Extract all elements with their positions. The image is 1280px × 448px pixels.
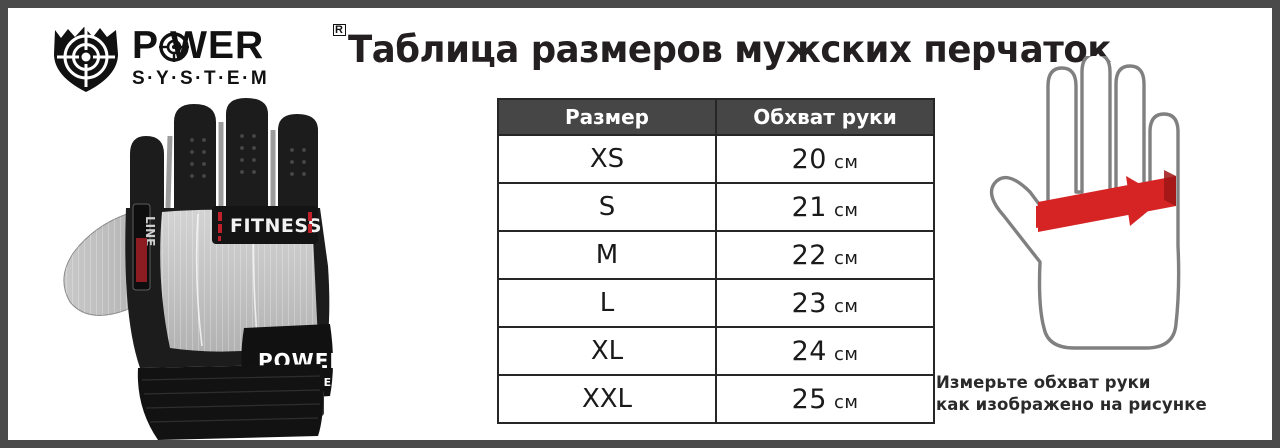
cell-circumference: 23 см [715, 278, 935, 328]
circumference-value: 21 [791, 191, 827, 223]
size-table-body: XS 20 см S 21 см M 22 см L 23 см [497, 134, 935, 424]
cell-size: XL [497, 326, 717, 376]
glove-label-fitness: FITNESS [230, 215, 322, 237]
circumference-value: 23 [791, 287, 827, 319]
caption-line-2: как изображено на рисунке [936, 395, 1207, 414]
circumference-unit: см [833, 295, 859, 317]
measure-arrow [1036, 176, 1164, 228]
brand-wordmark: P WER R S·Y·S·T·E·M [132, 24, 346, 90]
circumference-value: 22 [791, 239, 827, 271]
circumference-unit: см [833, 391, 859, 413]
table-row: XS 20 см [497, 134, 935, 184]
circumference-value: 24 [791, 335, 827, 367]
measure-instruction-caption: Измерьте обхват руки как изображено на р… [936, 372, 1207, 416]
size-table-head: Размер Обхват руки [497, 98, 935, 136]
crosshair-o-icon [159, 32, 189, 62]
brand-name-system: S·Y·S·T·E·M [132, 68, 270, 89]
cell-circumference: 25 см [715, 374, 935, 424]
circumference-value: 20 [791, 143, 827, 175]
cell-circumference: 22 см [715, 230, 935, 280]
column-header-circumference: Обхват руки [715, 98, 935, 136]
circumference-value: 25 [791, 383, 827, 415]
brand-logo: P WER R S·Y·S·T·E·M [40, 22, 346, 94]
cell-size: S [497, 182, 717, 232]
shield-crosshair-icon [48, 24, 124, 94]
caption-line-1: Измерьте обхват руки [936, 373, 1151, 392]
circumference-unit: см [833, 151, 859, 173]
cell-size: M [497, 230, 717, 280]
table-row: L 23 см [497, 278, 935, 328]
table-row: XXL 25 см [497, 374, 935, 424]
cell-size: XS [497, 134, 717, 184]
cell-size: XXL [497, 374, 717, 424]
circumference-unit: см [833, 247, 859, 269]
glove-product-image: FITNESS LINE POWER S·Y·S·T·E·M [30, 96, 360, 440]
size-table: Размер Обхват руки XS 20 см S 21 см M 22 см [497, 98, 935, 424]
cell-circumference: 21 см [715, 182, 935, 232]
circumference-unit: см [833, 199, 859, 221]
column-header-size: Размер [497, 98, 717, 136]
registered-trademark-icon: R [333, 24, 346, 36]
circumference-unit: см [833, 343, 859, 365]
cell-circumference: 24 см [715, 326, 935, 376]
table-row: M 22 см [497, 230, 935, 280]
table-row: S 21 см [497, 182, 935, 232]
brand-power-text: P WER [132, 24, 265, 67]
table-header-row: Размер Обхват руки [497, 98, 935, 136]
cell-circumference: 20 см [715, 134, 935, 184]
table-row: XL 24 см [497, 326, 935, 376]
cell-size: L [497, 278, 717, 328]
page-title: Таблица размеров мужских перчаток [348, 28, 1111, 71]
brand-name-power: P WER R [132, 24, 346, 67]
hand-palm-measure-icon [978, 52, 1248, 356]
